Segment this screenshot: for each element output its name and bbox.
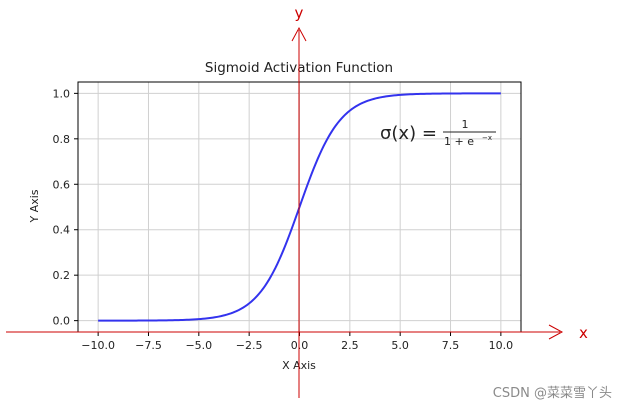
y-tick-label: 0.6 (53, 178, 71, 191)
x-tick-label: −5.0 (185, 339, 212, 352)
y-tick-label: 0.2 (53, 269, 71, 282)
x-tick-label: 10.0 (489, 339, 514, 352)
formula-numerator: 1 (462, 118, 469, 131)
y-tick-label: 0.8 (53, 133, 71, 146)
formula-exponent: −x (482, 134, 492, 142)
formula-denominator: 1 + e (444, 135, 474, 148)
x-tick-label: −7.5 (135, 339, 162, 352)
y-tick-label: 0.4 (53, 224, 71, 237)
formula-lhs: σ(x) = (380, 123, 437, 144)
formula-annotation: σ(x) = 1 1 + e −x (380, 118, 496, 148)
origin-y-label: y (295, 4, 304, 22)
watermark: CSDN @菜菜雪丫头 (493, 386, 612, 401)
x-tick-label: 2.5 (341, 339, 359, 352)
tick-labels: −10.0−7.5−5.0−2.50.02.55.07.510.00.00.20… (53, 87, 514, 352)
origin-y-arrowhead (291, 26, 307, 42)
x-tick-label: −2.5 (236, 339, 263, 352)
x-tick-label: 5.0 (391, 339, 409, 352)
x-tick-label: −10.0 (81, 339, 115, 352)
y-tick-label: 0.0 (53, 315, 71, 328)
origin-axes: x y (6, 4, 588, 398)
y-tick-label: 1.0 (53, 87, 71, 100)
x-tick-label: 7.5 (442, 339, 460, 352)
y-axis-label: Y Axis (28, 189, 41, 223)
origin-x-label: x (579, 324, 588, 342)
origin-x-arrowhead (548, 324, 564, 340)
